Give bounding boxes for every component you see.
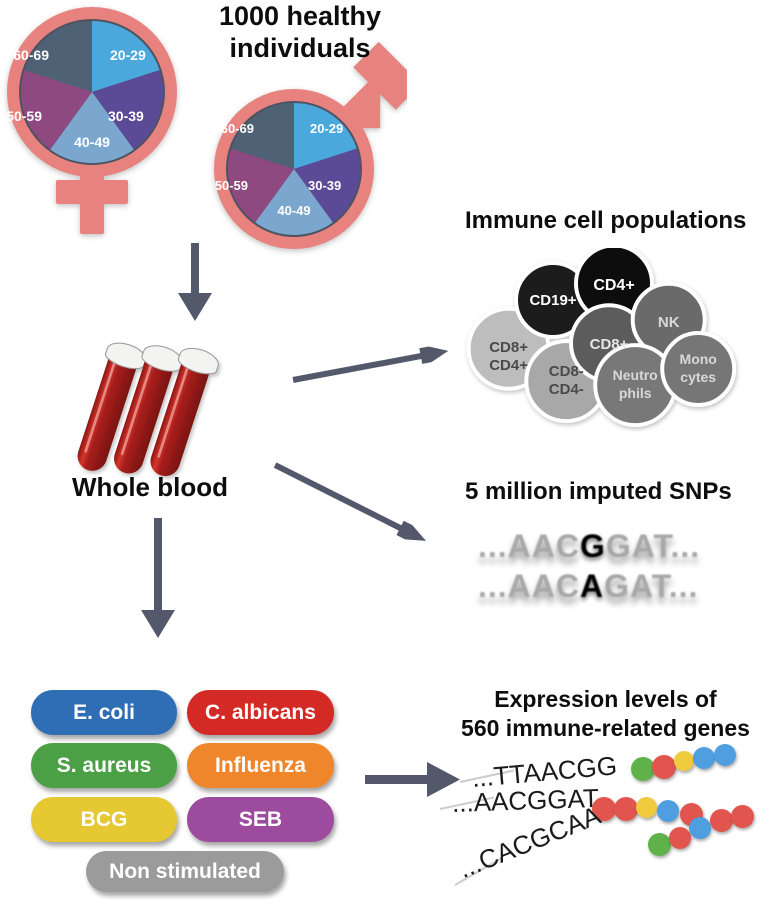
svg-text:CD8-: CD8- [549, 363, 584, 380]
svg-text:CD4-: CD4- [549, 381, 584, 398]
svg-text:30-39: 30-39 [108, 108, 144, 124]
svg-text:CD8+: CD8+ [590, 336, 629, 353]
svg-text:CD19+: CD19+ [529, 292, 576, 309]
svg-text:NK: NK [658, 314, 680, 331]
svg-text:CD4+: CD4+ [489, 357, 528, 374]
svg-text:Neutro: Neutro [613, 367, 658, 383]
svg-text:phils: phils [619, 385, 652, 401]
svg-text:60-69: 60-69 [221, 121, 254, 136]
svg-text:20-29: 20-29 [110, 47, 146, 63]
svg-text:60-69: 60-69 [13, 47, 49, 63]
svg-text:CD8+: CD8+ [489, 339, 528, 356]
svg-text:Mono: Mono [680, 351, 717, 367]
svg-text:CD4+: CD4+ [593, 277, 634, 294]
svg-text:40-49: 40-49 [277, 203, 310, 218]
svg-text:30-39: 30-39 [308, 178, 341, 193]
svg-text:cytes: cytes [680, 369, 716, 385]
svg-text:20-29: 20-29 [310, 121, 343, 136]
svg-text:40-49: 40-49 [74, 134, 110, 150]
svg-text:50-59: 50-59 [215, 178, 248, 193]
svg-text:50-59: 50-59 [6, 108, 42, 124]
